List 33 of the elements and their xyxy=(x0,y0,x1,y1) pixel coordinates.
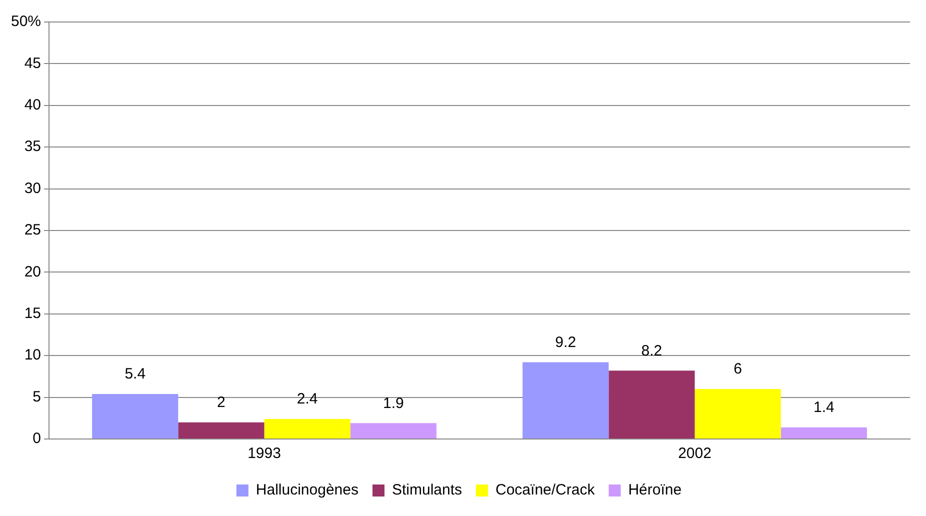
bar xyxy=(694,388,781,438)
legend-label: Héroïne xyxy=(628,482,682,499)
y-tick-label: 50% xyxy=(10,13,42,30)
legend-label: Hallucinogènes xyxy=(256,482,358,499)
y-tick-label: 30 xyxy=(24,180,42,197)
y-tick-label: 45 xyxy=(24,54,42,72)
bar xyxy=(608,370,695,438)
data-label: 8.2 xyxy=(641,342,662,360)
y-tick-label: 35 xyxy=(24,138,42,156)
legend-label: Cocaïne/Crack xyxy=(496,482,596,499)
bar xyxy=(350,423,436,438)
data-label: 5.4 xyxy=(124,366,146,383)
data-label: 6 xyxy=(734,360,742,378)
data-label: 2.4 xyxy=(296,390,318,408)
y-tick-label: 5 xyxy=(32,388,42,406)
y-tick-label: 15 xyxy=(24,305,42,322)
data-label: 1.9 xyxy=(382,394,404,412)
y-tick-label: 10 xyxy=(24,346,42,364)
y-tick-label: 20 xyxy=(24,263,42,280)
x-tick-label: 1993 xyxy=(248,445,281,462)
bar xyxy=(522,362,609,438)
bar xyxy=(92,394,178,438)
data-label: 1.4 xyxy=(813,398,834,416)
legend-label: Stimulants xyxy=(392,482,462,499)
data-label: 9.2 xyxy=(555,334,576,351)
y-tick-label: 25 xyxy=(24,222,42,239)
x-tick-label: 2002 xyxy=(678,445,712,462)
bar xyxy=(264,418,350,438)
y-tick-label: 40 xyxy=(24,96,42,114)
bar xyxy=(178,422,264,438)
y-tick-label: 0 xyxy=(32,430,42,448)
data-label: 2 xyxy=(217,394,226,411)
bar xyxy=(780,427,867,438)
